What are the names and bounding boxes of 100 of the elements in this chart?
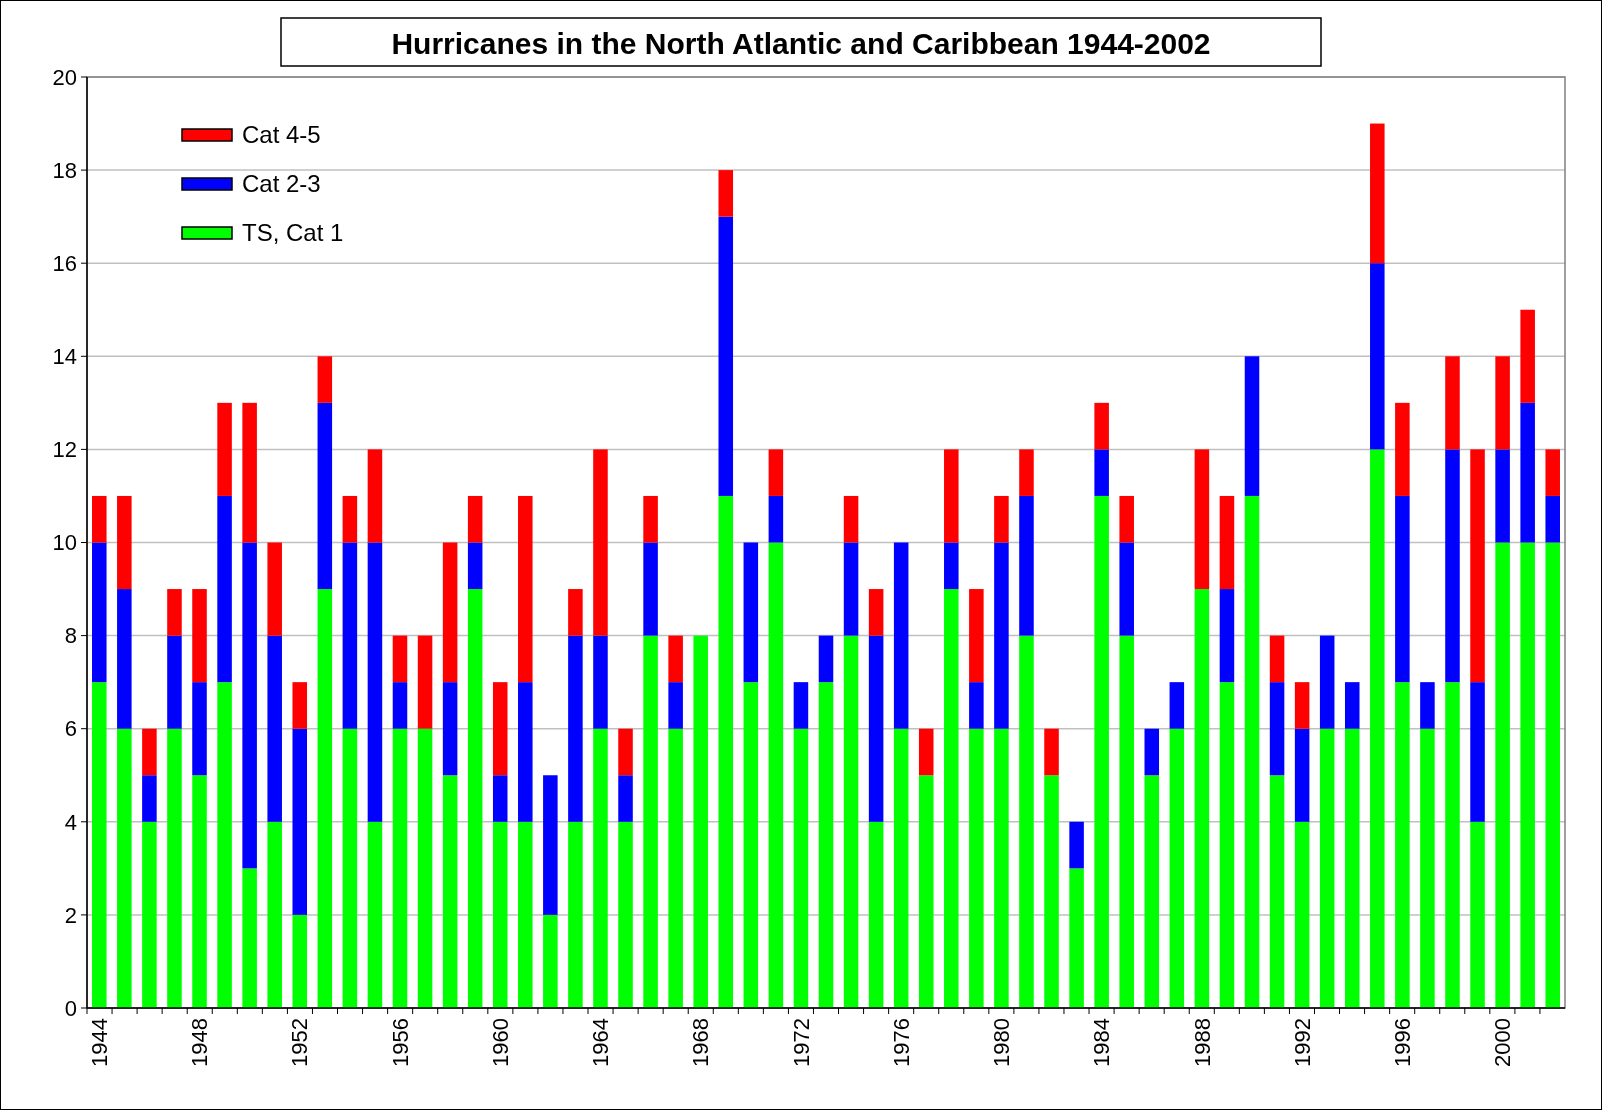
bar <box>1319 728 1335 1008</box>
bar <box>417 635 433 729</box>
bar <box>1294 728 1310 822</box>
bar <box>1445 356 1460 450</box>
bar <box>1119 542 1134 636</box>
bar <box>392 728 408 1008</box>
x-tick-label: 1964 <box>588 1018 614 1067</box>
bar <box>643 495 658 543</box>
x-tick-label: 1952 <box>287 1018 313 1067</box>
bar <box>467 589 483 1008</box>
bar <box>1244 495 1260 1008</box>
bar <box>718 495 734 1008</box>
bar <box>442 542 458 683</box>
bar <box>743 542 759 683</box>
legend-label: Cat 2-3 <box>242 170 321 198</box>
bar <box>994 728 1009 1008</box>
bar <box>1420 682 1435 729</box>
bar <box>568 821 583 1008</box>
bar <box>267 821 282 1008</box>
bar <box>1144 728 1160 776</box>
bar <box>1520 402 1535 543</box>
x-tick-label: 1968 <box>688 1018 714 1067</box>
bar <box>1520 542 1535 1008</box>
legend-label: TS, Cat 1 <box>242 219 344 247</box>
y-tick-label: 16 <box>52 250 77 276</box>
bar <box>1420 728 1435 1008</box>
bar <box>1169 682 1185 729</box>
bar <box>317 589 333 1008</box>
bar <box>1445 449 1460 683</box>
bar <box>492 682 508 776</box>
bar <box>192 682 207 776</box>
bar <box>1344 728 1360 1008</box>
x-tick-label: 1984 <box>1089 1018 1115 1067</box>
bar <box>1520 309 1535 403</box>
bar <box>944 542 959 590</box>
bar <box>793 728 809 1008</box>
bar <box>718 170 734 217</box>
bar <box>367 821 383 1008</box>
bar <box>1545 449 1560 496</box>
bar <box>1119 495 1134 543</box>
bar <box>492 821 508 1008</box>
bar <box>944 449 959 543</box>
bar <box>893 542 909 729</box>
bar <box>142 821 157 1008</box>
bar <box>242 402 257 543</box>
bar <box>1395 682 1410 1008</box>
bar <box>969 682 984 729</box>
bar <box>1370 123 1385 264</box>
bar <box>743 682 759 1008</box>
y-tick-label: 6 <box>64 716 77 742</box>
bar <box>893 728 909 1008</box>
y-tick-label: 12 <box>52 437 77 463</box>
bar <box>1470 682 1485 822</box>
bar <box>518 682 533 822</box>
bar <box>1219 589 1235 683</box>
bar <box>994 542 1009 729</box>
bar <box>818 682 834 1008</box>
chart-title: Hurricanes in the North Atlantic and Caribbean 1944-2002 <box>391 26 1211 60</box>
bar <box>668 635 683 683</box>
bar <box>1194 589 1210 1008</box>
bar <box>1395 495 1410 683</box>
bar <box>467 495 483 543</box>
bar <box>192 775 207 1008</box>
bar <box>417 728 433 1008</box>
bar <box>242 542 257 869</box>
bar <box>1194 449 1210 590</box>
x-tick-label: 1944 <box>86 1018 112 1067</box>
bar <box>92 542 107 683</box>
bar <box>442 775 458 1008</box>
bar <box>944 589 959 1008</box>
bar <box>843 495 859 543</box>
bar <box>167 589 182 636</box>
bar <box>693 635 708 1008</box>
bar <box>868 635 884 822</box>
bar <box>1119 635 1134 1008</box>
bar <box>1169 728 1185 1008</box>
bar <box>1470 821 1485 1008</box>
bar <box>467 542 483 590</box>
bar <box>217 682 232 1008</box>
bar <box>117 495 132 590</box>
bar <box>192 589 207 683</box>
bar <box>593 728 608 1008</box>
bar <box>543 775 558 915</box>
bar <box>1219 682 1235 1008</box>
bar <box>217 402 232 496</box>
bar <box>367 449 383 543</box>
bar <box>1269 635 1285 683</box>
bar <box>1069 821 1084 869</box>
bar <box>543 914 558 1008</box>
bar <box>392 635 408 683</box>
bar <box>1094 495 1109 1008</box>
bar <box>518 821 533 1008</box>
bar <box>768 542 784 1008</box>
bar <box>969 728 984 1008</box>
x-tick-label: 1972 <box>788 1018 814 1067</box>
bar <box>317 402 333 590</box>
y-tick-label: 10 <box>52 530 77 556</box>
bar <box>1370 263 1385 450</box>
bar <box>292 682 308 729</box>
bar <box>92 682 107 1008</box>
